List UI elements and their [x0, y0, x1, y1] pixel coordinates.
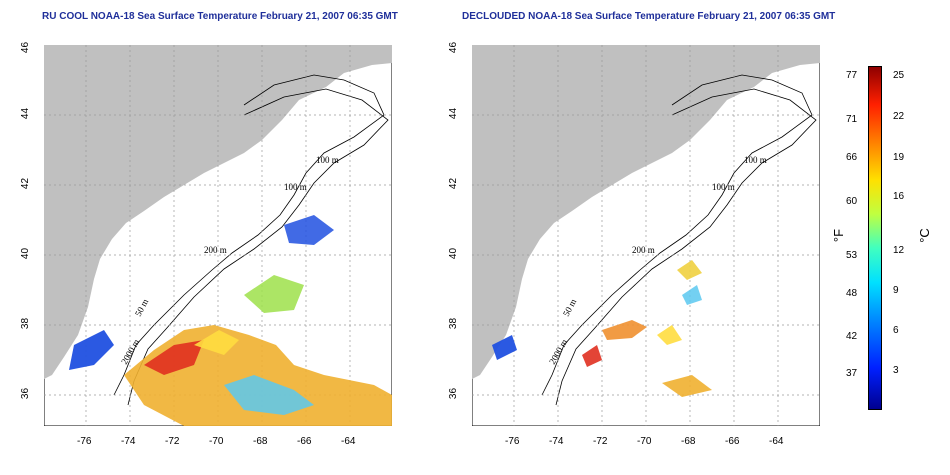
y-tick: 44 [20, 107, 32, 120]
celsius-tick: 19 [893, 152, 905, 163]
left-sst-patches [69, 215, 392, 426]
celsius-tick: 9 [893, 285, 899, 296]
left-y-axis: 36 38 40 42 44 46 [20, 41, 40, 426]
fahrenheit-tick: 48 [846, 288, 858, 299]
right-isobath-label-3: 200 m [632, 245, 655, 255]
x-tick: -68 [681, 436, 696, 447]
left-land [44, 45, 392, 379]
y-tick: 46 [448, 41, 460, 54]
y-tick: 42 [20, 177, 32, 190]
fahrenheit-tick: 60 [846, 196, 858, 207]
x-tick: -74 [121, 436, 136, 447]
right-isobath-label-1: 100 m [744, 155, 767, 165]
celsius-tick: 25 [893, 70, 905, 81]
y-tick: 38 [448, 317, 460, 330]
right-sst-patches [492, 260, 712, 397]
fahrenheit-unit-label: °F [831, 228, 847, 243]
celsius-tick: 3 [893, 365, 899, 376]
fahrenheit-tick: 53 [846, 250, 858, 261]
left-sst-map: 100 m 100 m 200 m 50 m 2000 m [44, 45, 392, 426]
celsius-tick: 12 [893, 245, 905, 256]
x-tick: -72 [165, 436, 180, 447]
left-isobath-label-1: 100 m [316, 155, 339, 165]
left-isobath-label-3: 200 m [204, 245, 227, 255]
fahrenheit-tick: 77 [846, 70, 858, 81]
right-land [472, 45, 820, 379]
left-x-axis: -76 -74 -72 -70 -68 -66 -64 [44, 436, 392, 450]
y-tick: 36 [448, 387, 460, 400]
x-tick: -64 [769, 436, 784, 447]
x-tick: -76 [505, 436, 520, 447]
x-tick: -70 [637, 436, 652, 447]
temperature-colorbar [868, 66, 882, 410]
fahrenheit-tick: 71 [846, 114, 858, 125]
right-map-title: DECLOUDED NOAA-18 Sea Surface Temperatur… [462, 11, 836, 22]
x-tick: -68 [253, 436, 268, 447]
x-tick: -74 [549, 436, 564, 447]
right-map-svg: 100 m 100 m 200 m 50 m 2000 m [472, 45, 820, 426]
y-tick: 40 [20, 247, 32, 260]
y-tick: 44 [448, 107, 460, 120]
right-y-axis: 36 38 40 42 44 46 [448, 41, 468, 426]
fahrenheit-tick: 37 [846, 368, 858, 379]
right-x-axis: -76 -74 -72 -70 -68 -66 -64 [472, 436, 820, 450]
left-map-svg: 100 m 100 m 200 m 50 m 2000 m [44, 45, 392, 426]
y-tick: 40 [448, 247, 460, 260]
left-map-title: RU COOL NOAA-18 Sea Surface Temperature … [42, 11, 398, 22]
y-tick: 42 [448, 177, 460, 190]
right-isobath-label-2: 100 m [712, 182, 735, 192]
y-tick: 36 [20, 387, 32, 400]
celsius-tick: 16 [893, 191, 905, 202]
x-tick: -76 [77, 436, 92, 447]
fahrenheit-tick: 66 [846, 152, 858, 163]
right-grid [472, 45, 820, 426]
fahrenheit-tick: 42 [846, 331, 858, 342]
celsius-tick: 6 [893, 325, 899, 336]
right-sst-map: 100 m 100 m 200 m 50 m 2000 m [472, 45, 820, 426]
x-tick: -66 [297, 436, 312, 447]
x-tick: -64 [341, 436, 356, 447]
left-isobath-label-2: 100 m [284, 182, 307, 192]
x-tick: -72 [593, 436, 608, 447]
y-tick: 46 [20, 41, 32, 54]
y-tick: 38 [20, 317, 32, 330]
celsius-unit-label: °C [916, 228, 932, 243]
x-tick: -70 [209, 436, 224, 447]
x-tick: -66 [725, 436, 740, 447]
celsius-tick: 22 [893, 111, 905, 122]
